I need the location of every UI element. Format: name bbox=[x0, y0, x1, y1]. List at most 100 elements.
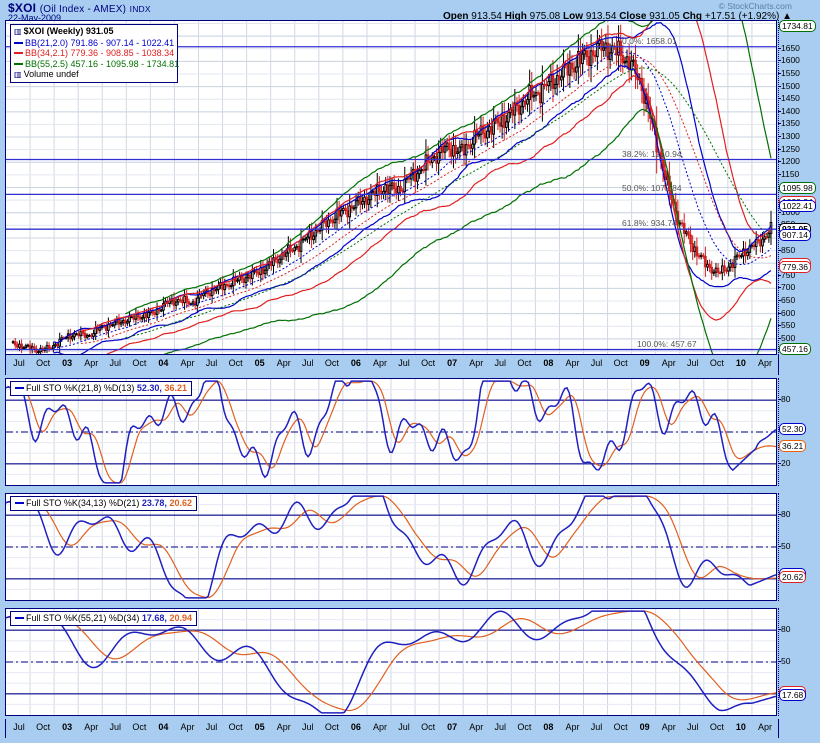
date-tick-Oct: Oct bbox=[613, 358, 628, 368]
date-tick-Apr: Apr bbox=[565, 358, 580, 368]
price-tick-700: 700 bbox=[777, 282, 796, 293]
date-tick-04: 04 bbox=[158, 722, 169, 732]
date-tick-Jul: Jul bbox=[302, 358, 314, 368]
ohlc-quote-line: Open 913.54 High 975.08 Low 913.54 Close… bbox=[443, 11, 792, 22]
date-tick-Oct: Oct bbox=[517, 358, 532, 368]
stoch-tick-50: 50 bbox=[777, 656, 791, 666]
change-label: Chg bbox=[682, 11, 703, 22]
open-label: Open bbox=[442, 11, 469, 22]
date-tick-Apr: Apr bbox=[84, 358, 99, 368]
legend-row-bb55: BB(55,2.5) 457.16 - 1095.98 - 1734.81 bbox=[14, 59, 179, 70]
close-value: 931.05 bbox=[649, 11, 680, 22]
date-tick-Oct: Oct bbox=[709, 358, 724, 368]
green-line-icon bbox=[14, 62, 23, 65]
date-tick-03: 03 bbox=[62, 722, 73, 732]
stochastic-pane-3[interactable] bbox=[5, 608, 777, 716]
date-tick-Jul: Jul bbox=[398, 358, 410, 368]
date-tick-Jul: Jul bbox=[494, 722, 507, 732]
date-tick-Jul: Jul bbox=[13, 358, 25, 368]
price-value-box: 907.14 bbox=[779, 229, 811, 242]
fib-label: 0.0%: 1658.01 bbox=[622, 35, 677, 46]
stoch-tick-80: 80 bbox=[777, 394, 791, 405]
price-tick-1550: 1550 bbox=[778, 67, 800, 78]
stochastic-legend-3: Full STO %K(55,21) %D(34) 17.68, 20.94 bbox=[10, 611, 197, 626]
price-value-box: 1022.41 bbox=[779, 200, 816, 213]
red-line-icon bbox=[14, 52, 23, 54]
price-tick-850: 850 bbox=[777, 244, 796, 255]
blue-line-icon bbox=[15, 387, 24, 389]
date-tick-Oct: Oct bbox=[324, 722, 339, 732]
stochastic-3-name: Full STO %K(55,21) %D(34) bbox=[26, 613, 140, 623]
date-tick-Apr: Apr bbox=[276, 722, 291, 732]
up-arrow-icon: ▲ bbox=[782, 11, 792, 22]
price-plot bbox=[6, 21, 776, 354]
price-tick-750: 750 bbox=[777, 269, 796, 280]
stoch-tick-80: 80 bbox=[777, 624, 791, 635]
price-tick-1600: 1600 bbox=[778, 55, 800, 66]
stoch-value-box: 20.62 bbox=[779, 571, 807, 584]
price-tick-500: 500 bbox=[777, 332, 796, 343]
date-tick-Apr: Apr bbox=[661, 358, 676, 368]
price-tick-1300: 1300 bbox=[778, 131, 800, 142]
date-tick-Oct: Oct bbox=[228, 358, 243, 368]
low-label: Low bbox=[563, 11, 584, 22]
stoch-tick-80: 80 bbox=[777, 509, 791, 520]
stochastic-3-d: 20.94 bbox=[169, 613, 192, 623]
legend-row-bb34: BB(34,2.1) 779.36 - 908.85 - 1038.34 bbox=[14, 48, 174, 59]
date-tick-Apr: Apr bbox=[84, 722, 99, 732]
stochastic-pane-2[interactable] bbox=[5, 493, 777, 601]
fib-label: 61.8%: 934.74 bbox=[622, 218, 677, 229]
price-tick-1450: 1450 bbox=[778, 93, 800, 104]
date-tick-Oct: Oct bbox=[36, 358, 51, 368]
stochastic-2-d: 20.62 bbox=[169, 498, 192, 508]
stoch-tick-50: 50 bbox=[777, 541, 791, 551]
price-value-box: 1095.98 bbox=[779, 181, 816, 194]
date-tick-08: 08 bbox=[543, 358, 554, 368]
stochastic-1-k: 52.30 bbox=[136, 383, 160, 393]
stochastic-pane-1[interactable] bbox=[5, 378, 777, 486]
date-tick-Oct: Oct bbox=[132, 358, 147, 368]
date-tick-03: 03 bbox=[62, 358, 73, 368]
date-tick-Jul: Jul bbox=[205, 722, 218, 732]
low-value: 913.54 bbox=[585, 11, 617, 22]
date-tick-Apr: Apr bbox=[276, 358, 291, 368]
date-tick-07: 07 bbox=[447, 358, 458, 368]
symbol-heading: $XOI (Oil Index - AMEX) INDX bbox=[8, 1, 151, 15]
legend-row-volume: ▥ Volume undef bbox=[14, 69, 173, 81]
chart-header: $XOI (Oil Index - AMEX) INDX 22-May-2009… bbox=[0, 0, 820, 23]
date-tick-Oct: Oct bbox=[228, 722, 243, 732]
date-tick-Oct: Oct bbox=[709, 722, 724, 732]
date-tick-Jul: Jul bbox=[109, 722, 122, 732]
date-tick-Oct: Oct bbox=[132, 722, 147, 732]
stochastic-2-value-axis: 805023.7820.62 bbox=[777, 493, 820, 601]
stochastic-legend-2: Full STO %K(34,13) %D(21) 23.78, 20.62 bbox=[10, 496, 197, 511]
fib-label: 100.0%: 457.67 bbox=[637, 338, 697, 349]
price-value-axis: 1650 1600 1550 1500 1450 1400 1350 1300 1250 1200… bbox=[777, 20, 820, 355]
date-tick-Apr: Apr bbox=[469, 722, 484, 732]
date-tick-Jul: Jul bbox=[398, 722, 410, 732]
high-label: High bbox=[504, 11, 527, 22]
legend-row-price: ▥ $XOI (Weekly) 931.05 bbox=[14, 26, 173, 38]
price-value-box: 1734.81 bbox=[779, 20, 816, 33]
price-legend: ▥ $XOI (Weekly) 931.05 BB(21,2.0) 791.86 … bbox=[10, 24, 179, 83]
date-tick-Apr: Apr bbox=[180, 358, 195, 368]
date-tick-Apr: Apr bbox=[757, 358, 772, 368]
blue-line-icon bbox=[14, 41, 23, 44]
quote-date: 22-May-2009 bbox=[8, 13, 62, 23]
date-tick-08: 08 bbox=[543, 722, 554, 732]
stochastic-plot-2 bbox=[6, 494, 776, 600]
date-tick-Oct: Oct bbox=[517, 722, 532, 732]
date-axis-top: Jul Oct 03 Apr Jul Oct 04 Apr Jul Oct 05 Apr Jul Oct 0… bbox=[5, 355, 779, 375]
volume-bars-icon: ▥ bbox=[14, 70, 22, 79]
date-tick-Oct: Oct bbox=[421, 722, 436, 732]
date-tick-Jul: Jul bbox=[494, 358, 507, 368]
symbol-type: INDX bbox=[129, 4, 151, 14]
date-tick-Jul: Jul bbox=[302, 722, 314, 732]
date-tick-Jul: Jul bbox=[590, 722, 603, 732]
date-tick-Apr: Apr bbox=[565, 722, 580, 732]
stoch-value-box: 36.21 bbox=[779, 439, 807, 452]
stochastic-legend-1: Full STO %K(21,8) %D(13) 52.30, 36.21 bbox=[10, 381, 192, 396]
date-tick-Oct: Oct bbox=[613, 722, 628, 732]
